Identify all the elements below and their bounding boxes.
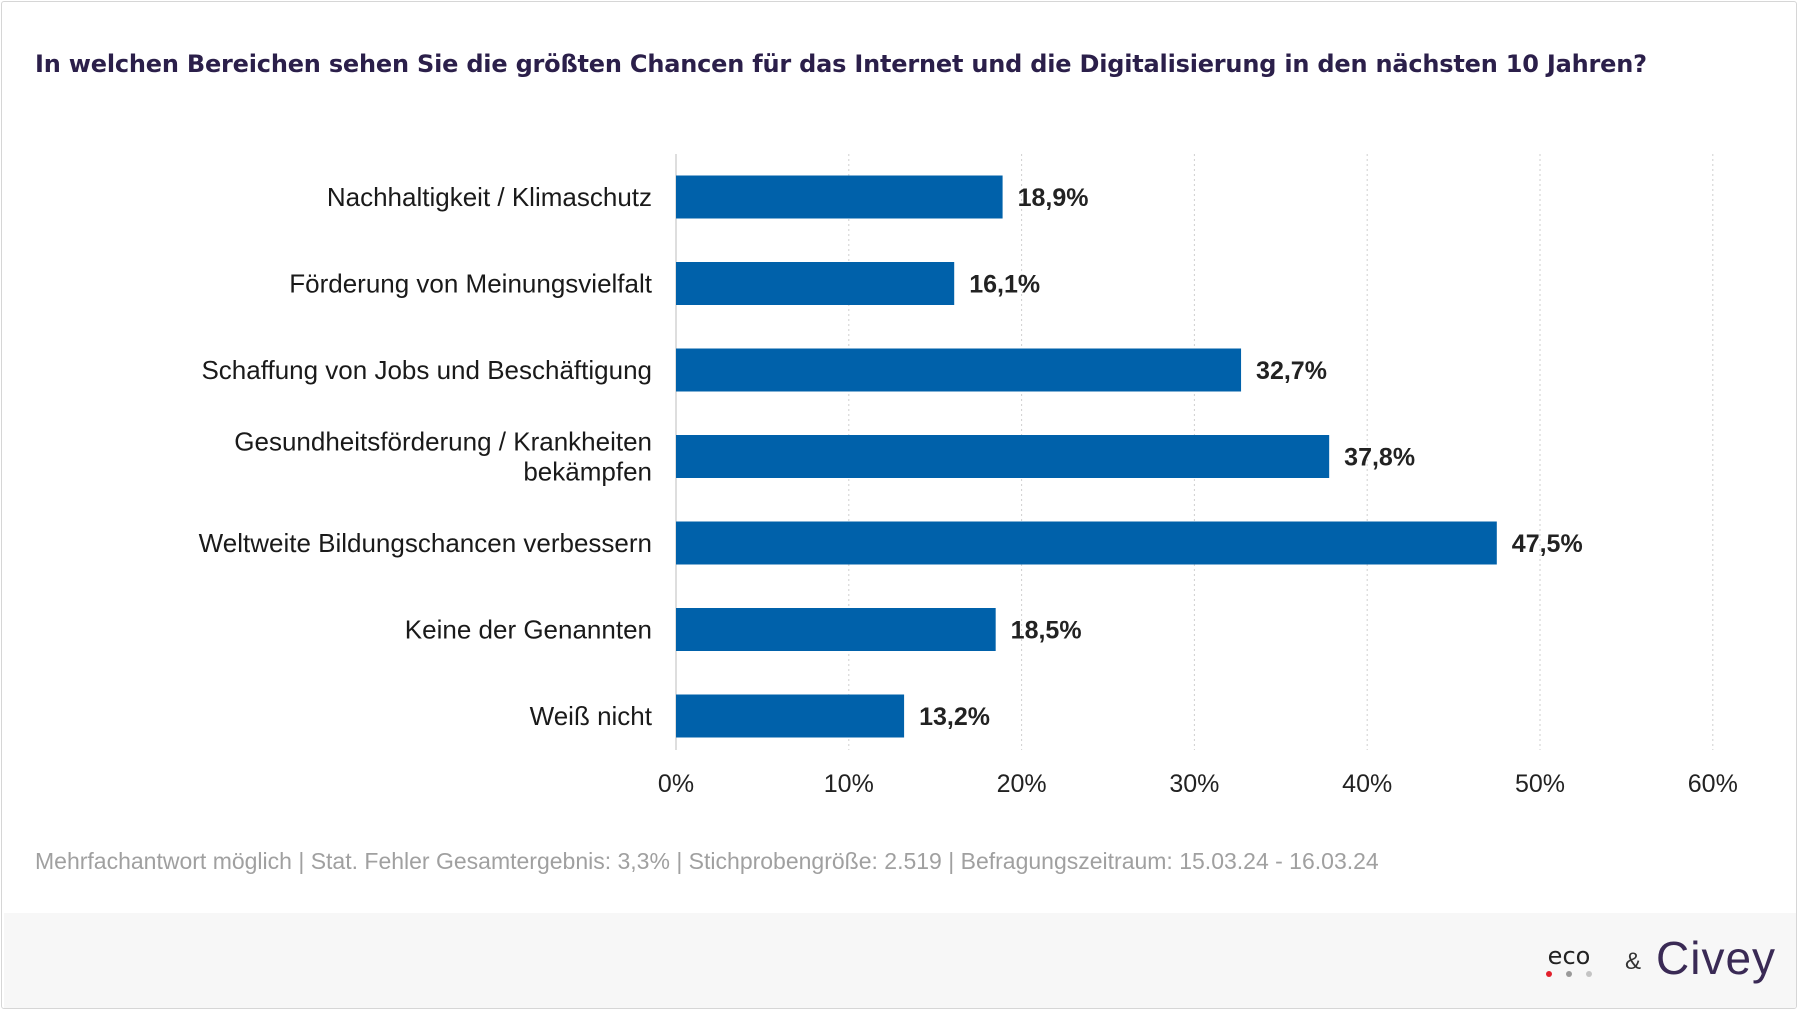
bar: [676, 262, 955, 305]
value-label: 47,5%: [1512, 530, 1583, 558]
eco-dot-lightgrey: [1586, 971, 1592, 977]
bar: [676, 608, 996, 651]
x-tick-label: 20%: [997, 770, 1047, 798]
category-label: Förderung von Meinungsvielfalt: [289, 269, 653, 299]
category-label: Keine der Genannten: [405, 615, 652, 645]
category-label: bekämpfen: [523, 457, 652, 487]
eco-dot-red: [1546, 971, 1552, 977]
bar: [676, 348, 1242, 392]
value-label: 18,9%: [1018, 184, 1089, 212]
value-label: 16,1%: [969, 271, 1040, 299]
civey-logo: Civey: [1656, 932, 1777, 984]
x-tick-label: 40%: [1342, 770, 1392, 798]
footnote: Mehrfachantwort möglich | Stat. Fehler G…: [35, 848, 1379, 874]
x-tick-label: 10%: [824, 770, 874, 798]
bar-chart: 0% 10% 20% 30% 40% 50% 60% 18,9% Nachhaltigkeit …: [199, 154, 1738, 798]
eco-logo: eco: [1546, 942, 1592, 977]
x-tick-label: 60%: [1688, 770, 1738, 798]
category-label: Weiß nicht: [530, 701, 653, 731]
ampersand: &: [1625, 948, 1642, 975]
x-tick-label: 50%: [1515, 770, 1565, 798]
eco-logo-text: eco: [1548, 942, 1591, 970]
category-label: Nachhaltigkeit / Klimaschutz: [327, 182, 652, 212]
value-label: 32,7%: [1256, 357, 1327, 385]
value-label: 13,2%: [919, 703, 990, 731]
footer-band: [4, 913, 1796, 1008]
chart-title: In welchen Bereichen sehen Sie die größt…: [35, 50, 1647, 78]
bar: [676, 435, 1330, 478]
bar: [676, 694, 905, 738]
category-label: Schaffung von Jobs und Beschäftigung: [201, 355, 652, 385]
value-label: 37,8%: [1344, 444, 1415, 472]
x-tick-label: 30%: [1169, 770, 1219, 798]
eco-dot-grey: [1566, 971, 1572, 977]
category-label: Weltweite Bildungschancen verbessern: [199, 528, 652, 558]
value-label: 18,5%: [1011, 617, 1082, 645]
x-tick-label: 0%: [658, 770, 694, 798]
category-label: Gesundheitsförderung / Krankheiten: [234, 427, 652, 457]
bar: [676, 175, 1003, 219]
bar: [676, 521, 1497, 565]
